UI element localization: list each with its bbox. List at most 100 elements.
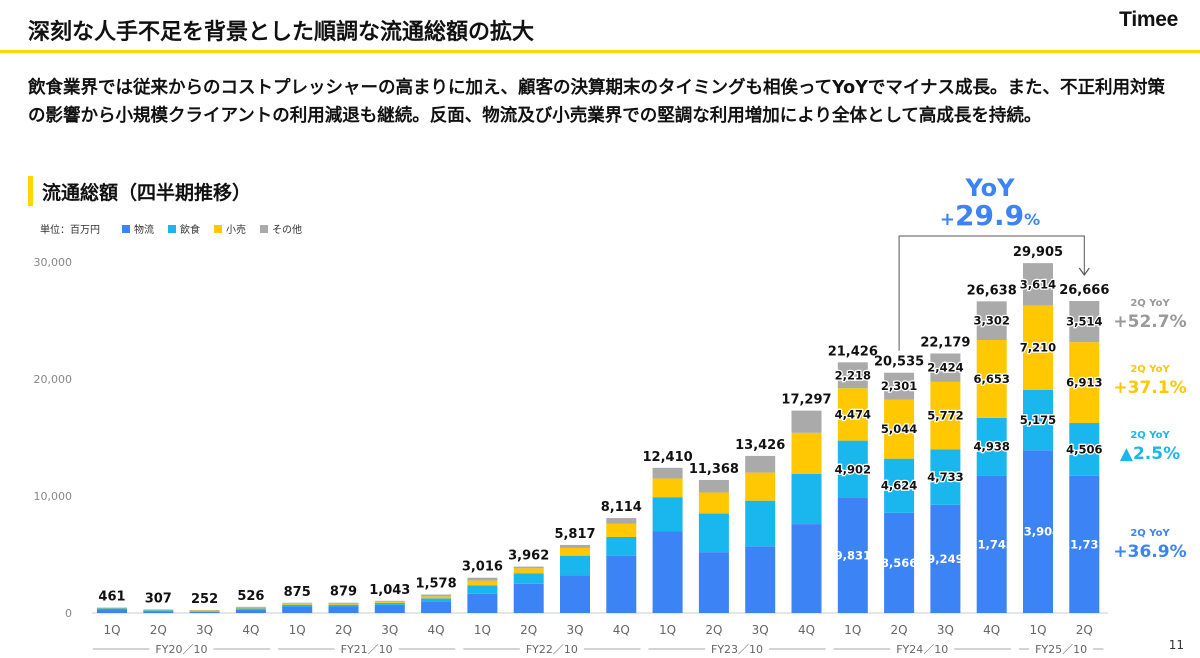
x-tick-label: 4Q bbox=[983, 623, 1000, 637]
fy-group-label: FY25／10 bbox=[1035, 643, 1087, 656]
bar-segment bbox=[97, 608, 127, 610]
side-yoy-sonota: 2Q YoY +52.7% bbox=[1108, 298, 1192, 332]
bar-segment bbox=[189, 610, 220, 612]
section-accent-bar bbox=[28, 176, 33, 206]
total-data-label: 879 bbox=[330, 585, 357, 600]
x-tick-label: 1Q bbox=[289, 623, 306, 637]
legend-label: 小売 bbox=[226, 225, 246, 236]
bar-segment bbox=[606, 555, 637, 613]
header-divider bbox=[0, 50, 1200, 53]
total-data-label: 13,426 bbox=[735, 438, 785, 453]
bar-segment bbox=[421, 601, 452, 613]
bar-segment bbox=[976, 339, 1007, 418]
bar-segment bbox=[976, 301, 1007, 340]
bar-segment bbox=[1069, 342, 1100, 424]
total-data-label: 307 bbox=[145, 591, 172, 606]
bar-segment bbox=[884, 458, 915, 513]
brand-logo: Timee bbox=[1119, 8, 1178, 31]
y-tick-label: 0 bbox=[65, 607, 72, 620]
page-title: 深刻な人手不足を背景とした順調な流通総額の拡大 bbox=[28, 20, 535, 45]
bar-segment bbox=[606, 536, 637, 556]
x-tick-label: 1Q bbox=[844, 623, 861, 637]
bar-segment bbox=[976, 417, 1007, 476]
bar-segment bbox=[189, 611, 220, 612]
segment-data-label: 2,301 bbox=[881, 379, 917, 393]
bar-segment bbox=[1023, 450, 1053, 613]
bar-segment bbox=[97, 609, 127, 613]
side-yoy-label: 2Q YoY bbox=[1130, 364, 1170, 375]
chart-legend: 単位：百万円 物流 飲食 小売 その他 bbox=[40, 221, 316, 236]
x-tick-label: 4Q bbox=[798, 623, 815, 637]
bar-segment bbox=[467, 577, 498, 581]
bar-segment bbox=[328, 602, 359, 604]
segment-data-label: 5,772 bbox=[927, 409, 963, 423]
yoy-callout: YoY +29.9% bbox=[930, 176, 1050, 230]
bar-segment bbox=[930, 353, 961, 382]
bar-segment bbox=[745, 455, 776, 473]
bar-segment bbox=[1069, 475, 1100, 613]
side-yoy-value: ▲2.5% bbox=[1119, 444, 1181, 464]
legend-item-inshoku: 飲食 bbox=[168, 221, 200, 236]
side-yoy-kouri: 2Q YoY +37.1% bbox=[1108, 364, 1192, 398]
bar-segment bbox=[698, 552, 729, 613]
x-tick-label: 2Q bbox=[1076, 623, 1093, 637]
yoy-bracket-line bbox=[898, 235, 1085, 351]
segment-data-label: 6,653 bbox=[974, 372, 1010, 386]
total-data-label: 1,043 bbox=[369, 583, 410, 598]
bar-segment bbox=[884, 399, 915, 459]
segment-data-label: 3,514 bbox=[1066, 315, 1102, 329]
segment-data-label: 2,424 bbox=[927, 361, 963, 375]
yoy-bracket-arrow bbox=[1078, 267, 1090, 277]
section-title: 流通総額（四半期推移） bbox=[42, 182, 252, 204]
y-tick-label: 10,000 bbox=[34, 490, 73, 503]
bar-segment bbox=[97, 607, 127, 609]
unit-label: 単位：百万円 bbox=[40, 225, 100, 236]
bar-segment bbox=[652, 531, 683, 613]
bar-segment bbox=[513, 568, 544, 574]
yoy-callout-label: YoY bbox=[965, 174, 1015, 202]
bar-segment bbox=[698, 513, 729, 553]
bar-segment bbox=[189, 611, 220, 613]
bar-segment bbox=[467, 580, 498, 586]
segment-data-label: 4,624 bbox=[881, 479, 917, 493]
x-tick-label: 2Q bbox=[520, 623, 537, 637]
bar-segment bbox=[837, 388, 868, 441]
bar-segment bbox=[282, 603, 313, 605]
bar-segment bbox=[143, 611, 174, 613]
x-tick-label: 1Q bbox=[659, 623, 676, 637]
segment-data-label: 9,831 bbox=[835, 548, 871, 562]
total-data-label: 26,638 bbox=[967, 283, 1017, 298]
segment-data-label: 3,302 bbox=[974, 314, 1010, 328]
bar-segment bbox=[328, 606, 359, 613]
fy-group-label: FY20／10 bbox=[155, 643, 207, 656]
bar-segment bbox=[930, 449, 961, 505]
segment-data-label: 6,913 bbox=[1066, 376, 1102, 390]
total-data-label: 12,410 bbox=[643, 450, 693, 465]
bar-segment bbox=[745, 472, 776, 501]
segment-data-label: 4,474 bbox=[835, 407, 871, 421]
bar-segment bbox=[652, 467, 683, 479]
description-text: 飲食業界では従来からのコストプレッシャーの高まりに加え、顧客の決算期末のタイミン… bbox=[28, 78, 1166, 126]
total-data-label: 5,817 bbox=[554, 527, 595, 542]
fy-group-label: FY23／10 bbox=[711, 643, 763, 656]
bar-segment bbox=[837, 362, 868, 389]
legend-item-kouri: 小売 bbox=[214, 221, 246, 236]
bar-segment bbox=[791, 432, 822, 474]
x-tick-label: 4Q bbox=[613, 623, 630, 637]
side-yoy-label: 2Q YoY bbox=[1130, 430, 1170, 441]
side-yoy-inshoku: 2Q YoY ▲2.5% bbox=[1108, 430, 1192, 464]
x-tick-label: 3Q bbox=[937, 623, 954, 637]
bar-segment bbox=[1023, 263, 1053, 306]
legend-swatch-kouri bbox=[214, 224, 222, 233]
legend-swatch-butsuryu bbox=[122, 224, 130, 233]
bar-segment bbox=[374, 604, 405, 613]
total-data-label: 875 bbox=[284, 585, 311, 600]
bar-segment bbox=[235, 607, 266, 609]
bar-segment bbox=[606, 523, 637, 537]
x-tick-label: 1Q bbox=[1029, 623, 1046, 637]
legend-item-butsuryu: 物流 bbox=[122, 221, 154, 236]
bar-segment bbox=[374, 602, 405, 605]
bar-segment bbox=[606, 518, 637, 524]
bar-segment bbox=[745, 546, 776, 613]
x-tick-label: 3Q bbox=[381, 623, 398, 637]
